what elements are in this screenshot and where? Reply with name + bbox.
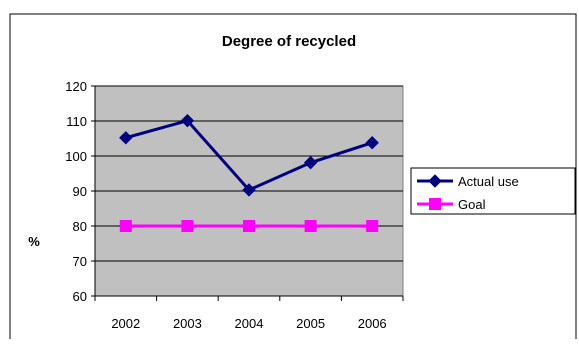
data-point-goal bbox=[119, 220, 132, 232]
x-tick-label: 2004 bbox=[235, 316, 264, 331]
data-point-goal bbox=[304, 220, 317, 232]
data-point-actual-use bbox=[119, 131, 133, 145]
chart-border bbox=[9, 13, 577, 339]
legend-label-goal: Goal bbox=[458, 197, 486, 212]
series-layer bbox=[119, 113, 379, 232]
y-tick-label: 100 bbox=[65, 149, 87, 164]
data-point-actual-use bbox=[180, 113, 195, 128]
y-axis-label: % bbox=[28, 234, 40, 249]
y-tick-label: 90 bbox=[73, 184, 87, 199]
x-tick-label: 2005 bbox=[296, 316, 325, 331]
axes: 60 70 80 90 100 110 120 2002 2003 2004 2005 2006 bbox=[65, 79, 404, 331]
legend-marker-goal bbox=[429, 198, 441, 210]
chart-title: Degree of recycled bbox=[222, 33, 356, 50]
x-tick-label: 2002 bbox=[111, 316, 140, 331]
legend-marker-actual-use bbox=[428, 174, 442, 188]
y-tick-label: 110 bbox=[66, 114, 87, 129]
y-tick-label: 70 bbox=[73, 254, 87, 269]
data-point-goal bbox=[181, 220, 194, 232]
y-tick-label: 60 bbox=[73, 289, 87, 304]
data-point-actual-use bbox=[303, 155, 318, 170]
legend: Actual use Goal bbox=[410, 167, 576, 215]
data-point-goal bbox=[243, 220, 255, 232]
legend-items: Actual use Goal bbox=[417, 174, 519, 212]
data-point-actual-use bbox=[242, 183, 256, 197]
legend-label-actual-use: Actual use bbox=[458, 174, 519, 189]
x-tick-label: 2006 bbox=[358, 316, 387, 331]
y-tick-label: 120 bbox=[65, 79, 87, 94]
x-tick-label: 2003 bbox=[173, 316, 202, 331]
y-tick-label: 80 bbox=[73, 219, 87, 234]
data-point-actual-use bbox=[365, 135, 379, 150]
data-point-goal bbox=[366, 220, 379, 232]
